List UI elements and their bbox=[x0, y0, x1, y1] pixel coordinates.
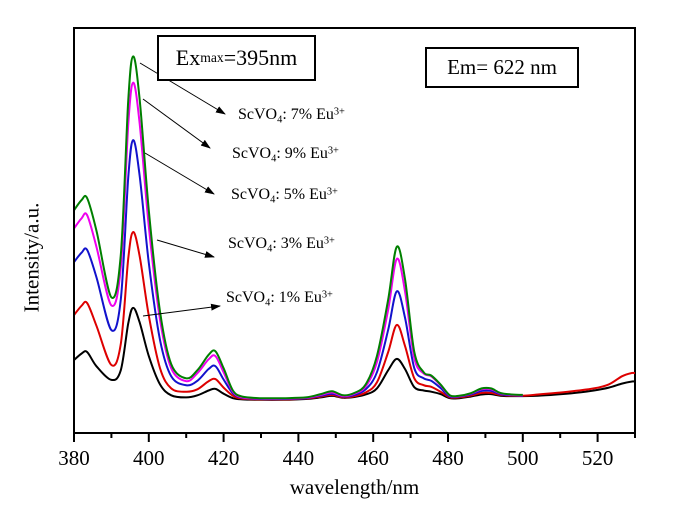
series-curve-413pct-eu bbox=[75, 306, 635, 401]
label-formula-sub: 4 bbox=[267, 243, 273, 255]
series-label-1pct: ScVO4: 1% Eu3+ bbox=[226, 289, 333, 309]
annotation-arrows bbox=[139, 62, 226, 317]
em-text: Em= 622 nm bbox=[447, 55, 557, 79]
label-formula: ScVO bbox=[232, 145, 272, 162]
x-tick-label: 440 bbox=[283, 446, 315, 470]
label-formula-sub: 4 bbox=[270, 194, 276, 206]
label-formula: ScVO bbox=[238, 106, 278, 123]
label-percent: : 5% Eu bbox=[275, 186, 327, 203]
label-charge-sup: 3+ bbox=[327, 145, 339, 157]
x-tick-label: 400 bbox=[133, 446, 165, 470]
label-formula-sub: 4 bbox=[277, 114, 283, 126]
label-formula-sub: 4 bbox=[271, 153, 277, 165]
series-label-9pct: ScVO4: 9% Eu3+ bbox=[232, 145, 339, 165]
series-label-5pct: ScVO4: 5% Eu3+ bbox=[231, 186, 338, 206]
x-tick-label: 520 bbox=[582, 446, 614, 470]
x-axis-label: wavelength/nm bbox=[289, 475, 420, 499]
series-curve-473pct-eu bbox=[75, 55, 523, 400]
label-charge-sup: 3+ bbox=[326, 186, 338, 198]
label-percent: : 1% Eu bbox=[270, 289, 322, 306]
x-tick-label: 460 bbox=[357, 446, 389, 470]
plot-border bbox=[73, 27, 636, 434]
x-axis-tick-labels: 380 400 420 440 460 480 500 520 bbox=[58, 446, 613, 470]
ex-suffix: =395nm bbox=[223, 45, 298, 70]
series-label-7pct: ScVO4: 7% Eu3+ bbox=[238, 106, 345, 126]
label-charge-sup: 3+ bbox=[321, 289, 333, 301]
x-tick-label: 420 bbox=[208, 446, 240, 470]
x-axis-ticks bbox=[73, 433, 636, 442]
x-tick-label: 500 bbox=[507, 446, 539, 470]
annotation-arrow bbox=[142, 98, 211, 149]
label-charge-sup: 3+ bbox=[323, 235, 335, 247]
emission-wavelength-box: Em= 622 nm bbox=[425, 47, 579, 88]
annotation-arrow bbox=[144, 152, 215, 195]
label-formula: ScVO bbox=[226, 289, 266, 306]
label-percent: : 7% Eu bbox=[282, 106, 334, 123]
label-formula: ScVO bbox=[231, 186, 271, 203]
label-formula-sub: 4 bbox=[265, 297, 271, 309]
annotation-arrow bbox=[142, 303, 221, 317]
y-axis-label: Intensity/a.u. bbox=[19, 202, 44, 313]
excitation-max-box: Ex max =395nm bbox=[157, 35, 316, 81]
label-formula: ScVO bbox=[228, 235, 268, 252]
x-tick-label: 480 bbox=[432, 446, 464, 470]
series-label-3pct: ScVO4: 3% Eu3+ bbox=[228, 235, 335, 255]
ex-prefix: Ex bbox=[175, 45, 201, 70]
label-percent: : 3% Eu bbox=[272, 235, 324, 252]
x-tick-label: 380 bbox=[58, 446, 90, 470]
series-curve-433pct-eu bbox=[75, 231, 635, 401]
spectra-curves bbox=[75, 55, 635, 401]
label-charge-sup: 3+ bbox=[333, 106, 345, 118]
annotation-arrow bbox=[139, 62, 226, 115]
annotation-arrow bbox=[156, 239, 215, 258]
label-percent: : 9% Eu bbox=[276, 145, 328, 162]
